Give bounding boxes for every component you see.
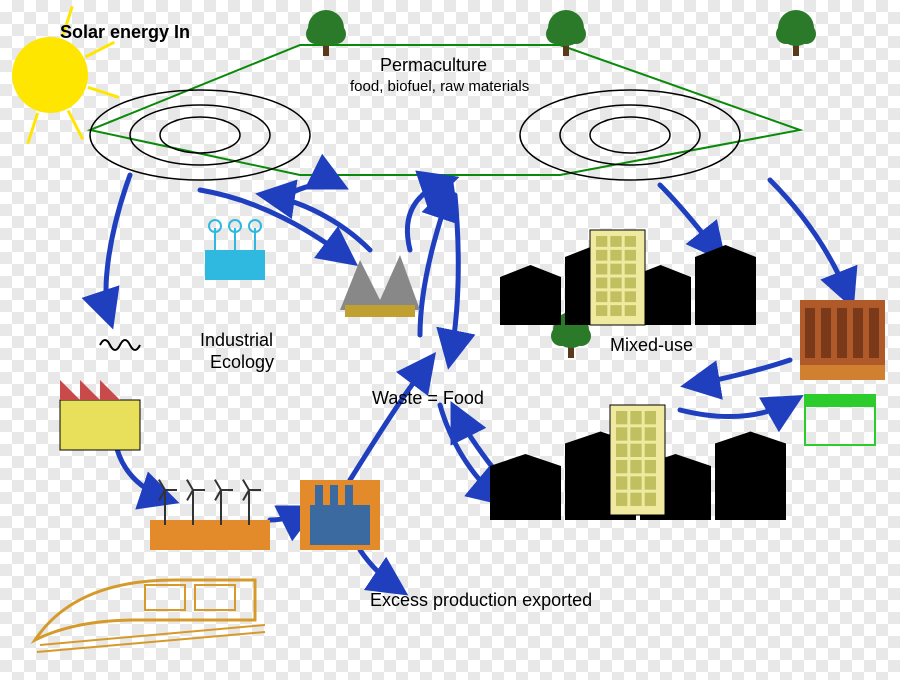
label-waste-food: Waste = Food (372, 388, 484, 409)
label-ecology: Ecology (210, 352, 274, 373)
label-permaculture: Permaculture (380, 55, 487, 76)
label-mixed-use: Mixed-use (610, 335, 693, 356)
label-solar: Solar energy In (60, 22, 190, 43)
diagram-canvas (0, 0, 900, 680)
label-excess: Excess production exported (370, 590, 592, 611)
label-industrial: Industrial (200, 330, 273, 351)
label-permaculture-sub: food, biofuel, raw materials (350, 78, 529, 95)
